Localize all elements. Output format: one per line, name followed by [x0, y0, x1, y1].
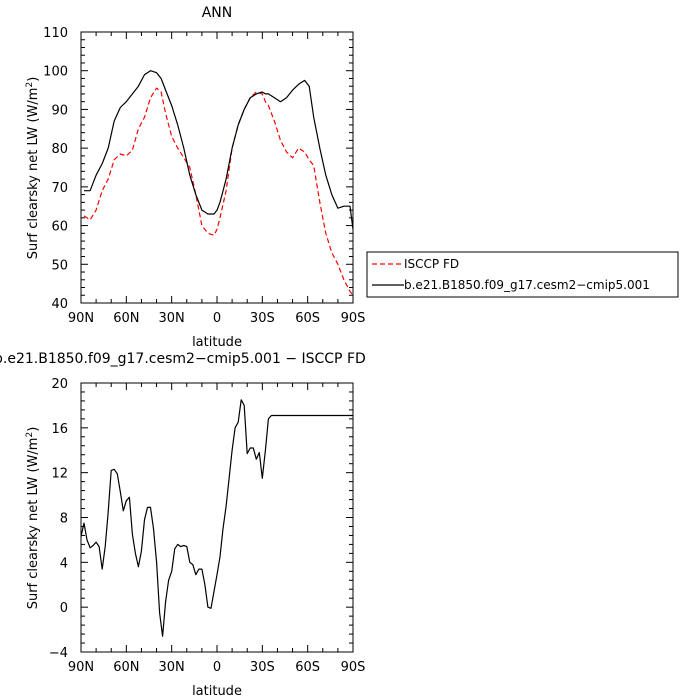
bottom-y-tick-label: 20 — [51, 377, 68, 392]
top-y-axis-label: Surf clearsky net LW (W/m2) — [25, 77, 41, 260]
top-y-tick-label: 100 — [43, 65, 68, 80]
bottom-x-tick-label: 30N — [159, 660, 185, 675]
bottom-y-tick-label: 0 — [60, 601, 68, 616]
panel-bottom: b.e21.B1850.f09_g17.cesm2−cmip5.001 − IS… — [0, 351, 366, 699]
bottom-y-tick-label: 8 — [60, 512, 68, 527]
top-series-line-0 — [83, 87, 354, 296]
top-y-tick-label: 70 — [51, 181, 68, 196]
bottom-series-line-0 — [80, 399, 353, 637]
bottom-y-tick-label: 4 — [60, 556, 68, 571]
top-x-tick-label: 60N — [113, 311, 139, 326]
legend-label-model: b.e21.B1850.f09_g17.cesm2−cmip5.001 — [404, 278, 650, 292]
bottom-x-tick-label: 30S — [250, 660, 275, 675]
bottom-y-tick-label: −4 — [49, 646, 68, 661]
bottom-x-tick-label: 90N — [68, 660, 94, 675]
top-y-tick-label: 50 — [51, 258, 68, 273]
top-y-tick-label: 90 — [51, 103, 68, 118]
top-y-tick-label: 40 — [51, 297, 68, 312]
panel-top: ANN 90N 60N 30N 0 30S 60S 90S 40 50 60 70 80 90 100 1… — [25, 5, 365, 350]
bottom-series-lines — [80, 399, 353, 637]
bottom-y-tick-label: 16 — [51, 422, 68, 437]
top-x-tick-label: 60S — [295, 311, 320, 326]
bottom-y-axis-label: Surf clearsky net LW (W/m2) — [25, 427, 41, 610]
legend-box — [366, 251, 679, 298]
top-x-axis-label: latitude — [192, 335, 242, 350]
top-series-lines — [83, 70, 354, 296]
legend: ISCCP FD b.e21.B1850.f09_g17.cesm2−cmip5… — [366, 251, 679, 298]
bottom-x-tick-label: 0 — [213, 660, 221, 675]
top-x-tick-label: 30N — [159, 311, 185, 326]
bottom-y-tick-label: 12 — [51, 467, 68, 482]
top-x-tick-label: 30S — [250, 311, 275, 326]
legend-label-isccp: ISCCP FD — [404, 257, 459, 271]
top-y-tick-label: 80 — [51, 142, 68, 157]
bottom-x-tick-label: 60S — [295, 660, 320, 675]
bottom-x-axis-label: latitude — [192, 684, 242, 699]
top-x-tick-label: 90N — [68, 311, 94, 326]
top-plot-frame — [80, 31, 354, 304]
bottom-plot-frame — [80, 382, 354, 653]
bottom-x-tick-label: 60N — [113, 660, 139, 675]
bottom-x-ticks: 90N 60N 30N 0 30S 60S 90S — [68, 383, 366, 675]
top-x-tick-label: 0 — [213, 311, 221, 326]
bottom-chart-title: b.e21.B1850.f09_g17.cesm2−cmip5.001 − IS… — [0, 351, 366, 367]
bottom-x-tick-label: 90S — [341, 660, 366, 675]
top-chart-title: ANN — [202, 5, 233, 21]
top-y-ticks: 40 50 60 70 80 90 100 110 — [43, 26, 353, 312]
top-x-tick-label: 90S — [341, 311, 366, 326]
top-y-tick-label: 110 — [43, 26, 68, 41]
top-series-line-1 — [84, 70, 354, 230]
bottom-y-ticks: −4 0 4 8 12 16 20 — [49, 377, 353, 661]
top-y-tick-label: 60 — [51, 220, 68, 235]
top-x-ticks: 90N 60N 30N 0 30S 60S 90S — [68, 32, 366, 326]
